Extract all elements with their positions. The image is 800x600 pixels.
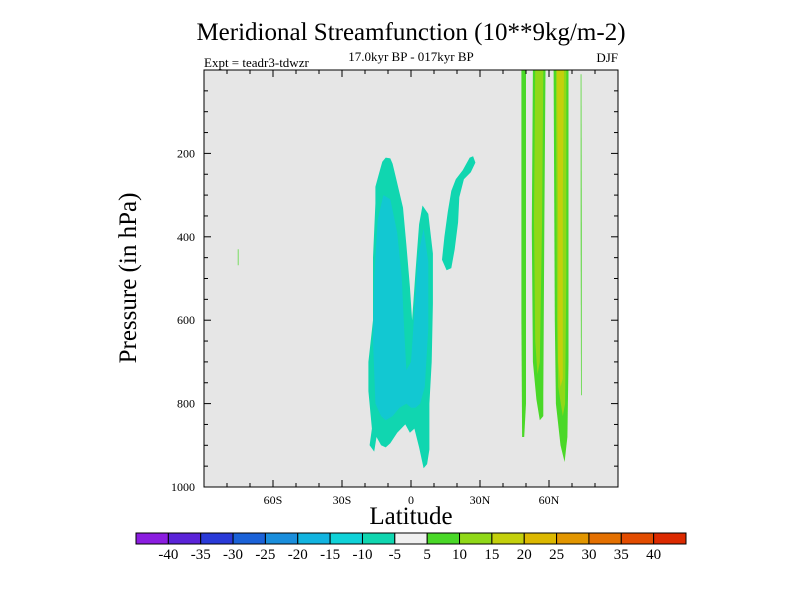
colorbar-swatch <box>135 532 169 545</box>
colorbar-swatch <box>426 532 461 545</box>
colorbar-label: 5 <box>423 547 431 563</box>
region-band-60n-main-core <box>534 70 544 375</box>
colorbar-label: 40 <box>646 547 661 563</box>
colorbar-swatch <box>329 532 363 545</box>
colorbar-swatch <box>653 532 687 545</box>
colorbar-swatch <box>297 532 331 545</box>
y-tick-label: 800 <box>177 397 195 411</box>
colorbar-swatch <box>167 532 202 545</box>
colorbar-swatch <box>264 532 299 545</box>
colorbar-label: 35 <box>614 547 629 563</box>
x-axis-label: Latitude <box>369 503 452 530</box>
colorbar-label: 20 <box>517 547 532 563</box>
colorbar-label: -5 <box>389 547 402 563</box>
colorbar-swatch <box>620 532 655 545</box>
x-tick-label: 60N <box>539 493 560 507</box>
colorbar-label: -10 <box>352 547 372 563</box>
colorbar-label: -15 <box>320 547 340 563</box>
colorbar-swatch <box>200 532 234 545</box>
y-tick-label: 600 <box>177 313 195 327</box>
x-tick-label: 30N <box>470 493 491 507</box>
colorbar-label: 25 <box>549 547 564 563</box>
subtitle-expt: Expt = teadr3-tdwzr <box>204 55 309 70</box>
y-axis-label: Pressure (in hPa) <box>115 193 142 364</box>
colorbar-label: -30 <box>223 547 243 563</box>
colorbar-label: -20 <box>288 547 308 563</box>
x-axis: 60S 30S 0 30N 60N <box>226 70 596 507</box>
region-thin-line-74n <box>580 74 582 396</box>
colorbar-swatch <box>588 532 622 545</box>
colorbar-label: -35 <box>191 547 211 563</box>
region-thin-line-75s <box>237 249 239 266</box>
region-band-60n-left <box>521 70 526 437</box>
colorbar-swatch <box>459 532 493 545</box>
colorbar-swatch <box>232 532 266 545</box>
colorbar-swatch <box>394 532 428 545</box>
subtitle-season: DJF <box>596 50 618 65</box>
colorbar: -40 -35 -30 -25 -20 -15 -10 -5 5 10 15 20 25 30 35 40 <box>135 532 687 563</box>
colorbar-label: -40 <box>158 547 178 563</box>
region-upper-arm <box>442 156 476 271</box>
region-negative-core <box>373 195 429 421</box>
subtitle-period: 17.0kyr BP - 017kyr BP <box>348 49 474 64</box>
y-tick-label: 1000 <box>171 480 195 494</box>
y-tick-label: 400 <box>177 230 195 244</box>
region-band-60n-right-core <box>557 70 564 387</box>
chart-title: Meridional Streamfunction (10**9kg/m-2) <box>196 19 625 46</box>
colorbar-swatch <box>361 532 396 545</box>
colorbar-swatch <box>556 532 590 545</box>
colorbar-label: 15 <box>484 547 499 563</box>
x-tick-label: 0 <box>408 493 414 507</box>
colorbar-label: 10 <box>452 547 467 563</box>
y-axis: 200 400 600 800 1000 <box>171 90 618 494</box>
y-tick-label: 200 <box>177 146 195 160</box>
colorbar-label: 30 <box>581 547 596 563</box>
colorbar-swatch <box>491 532 525 545</box>
x-tick-label: 30S <box>333 493 352 507</box>
x-tick-label: 60S <box>264 493 283 507</box>
colorbar-swatch <box>523 532 558 545</box>
colorbar-label: -25 <box>255 547 275 563</box>
contour-fill-layer <box>237 70 582 469</box>
